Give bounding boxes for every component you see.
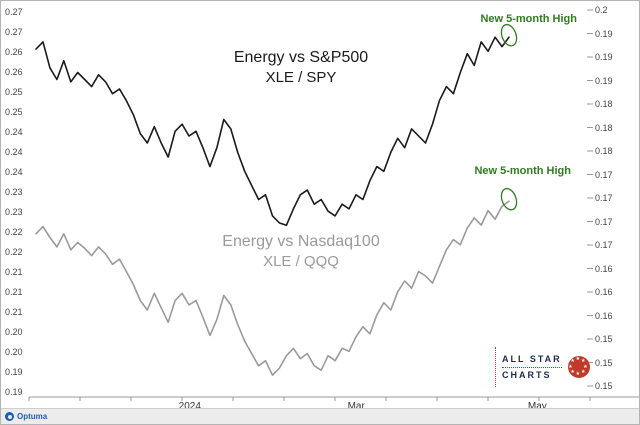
chart-title-line1: Energy vs Nasdaq100 (222, 233, 380, 250)
left-tick-label: 0.24 (5, 127, 23, 137)
chart-title-xle-spy: Energy vs S&P500 XLE / SPY (151, 47, 451, 88)
left-tick-label: 0.27 (5, 27, 23, 37)
left-tick-label: 0.23 (5, 207, 23, 217)
star-icon: ★ (583, 363, 588, 370)
left-tick-label: 0.20 (5, 327, 23, 337)
star-icon: ★ (570, 358, 575, 365)
right-tick-label: 0.15 (595, 357, 613, 368)
right-tick-label: 0.19 (595, 75, 613, 86)
left-tick-label: 0.23 (5, 187, 23, 197)
left-tick-label: 0.26 (5, 47, 23, 57)
right-tick-label: 0.18 (595, 146, 613, 156)
left-tick-label: 0.25 (5, 87, 23, 97)
annotation-new-high-qqq: New 5-month High (474, 165, 571, 177)
optuma-label: Optuma (17, 412, 48, 421)
right-tick-label: 0.16 (595, 287, 613, 297)
right-tick-label: 0.2 (595, 5, 608, 15)
left-tick-label: 0.22 (5, 227, 23, 237)
x-tick-label: May (527, 401, 547, 412)
right-tick-label: 0.17 (595, 240, 613, 250)
status-bar: Optuma (1, 408, 639, 424)
left-tick-label: 0.20 (5, 347, 23, 357)
right-tick-label: 0.16 (595, 310, 613, 321)
star-icon: ★ (575, 371, 581, 377)
right-tick-label: 0.18 (595, 122, 613, 133)
all-star-charts-logo: ALL STAR CHARTS ★ ★ ★ ★ ★ ★ ★ ★ (495, 347, 590, 387)
right-tick-label: 0.17 (595, 216, 613, 227)
star-icon: ★ (580, 368, 586, 375)
left-tick-label: 0.25 (5, 107, 23, 117)
right-axis-ticks: 0.2 0.19 0.19 0.19 0.18 0.18 0.18 0.17 0.17 0.17 0… (595, 1, 625, 424)
left-tick-label: 0.22 (5, 247, 23, 257)
chart-title-xle-qqq: Energy vs Nasdaq100 XLE / QQQ (151, 231, 451, 272)
left-tick-label: 0.27 (5, 7, 23, 17)
left-tick-label: 0.24 (5, 147, 23, 157)
asc-line2: CHARTS (502, 369, 552, 380)
right-tick-label: 0.18 (595, 99, 613, 109)
left-tick-label: 0.21 (5, 307, 23, 317)
asc-divider (502, 366, 562, 368)
right-tick-label: 0.15 (595, 381, 613, 391)
left-tick-label: 0.19 (5, 387, 23, 397)
right-tick-label: 0.19 (595, 52, 613, 62)
left-tick-label: 0.19 (5, 367, 23, 377)
x-axis-ticks: 2024 Mar May (1, 401, 639, 416)
right-tick-label: 0.17 (595, 193, 613, 203)
right-tick-label: 0.15 (595, 334, 613, 344)
right-tick-label: 0.17 (595, 169, 613, 180)
all-star-charts-wordmark: ALL STAR CHARTS (502, 354, 562, 381)
asc-line1: ALL STAR (502, 353, 562, 364)
left-tick-label: 0.26 (5, 67, 23, 77)
right-tick-label: 0.19 (595, 28, 613, 39)
right-tick-label: 0.16 (595, 263, 613, 274)
left-tick-label: 0.21 (5, 287, 23, 297)
left-tick-label: 0.24 (5, 167, 23, 177)
left-axis-ticks: 0.27 0.27 0.26 0.26 0.25 0.25 0.24 0.24 0.24 0.23… (5, 1, 31, 424)
left-tick-label: 0.21 (5, 267, 23, 277)
x-tick-label: 2024 (178, 401, 201, 412)
optuma-icon (5, 412, 14, 421)
optuma-logo: Optuma (5, 412, 47, 421)
star-icon: ★ (568, 363, 573, 370)
x-tick-label: Mar (347, 401, 365, 412)
star-icon: ★ (580, 358, 586, 365)
star-circle-icon: ★ ★ ★ ★ ★ ★ ★ ★ (567, 356, 590, 378)
star-icon: ★ (570, 368, 575, 375)
star-icon: ★ (575, 356, 581, 362)
annotation-new-high-spy: New 5-month High (480, 13, 577, 25)
chart-title-line2: XLE / SPY (265, 69, 337, 86)
chart-title-line2: XLE / QQQ (263, 253, 339, 270)
chart-title-line1: Energy vs S&P500 (233, 49, 369, 66)
